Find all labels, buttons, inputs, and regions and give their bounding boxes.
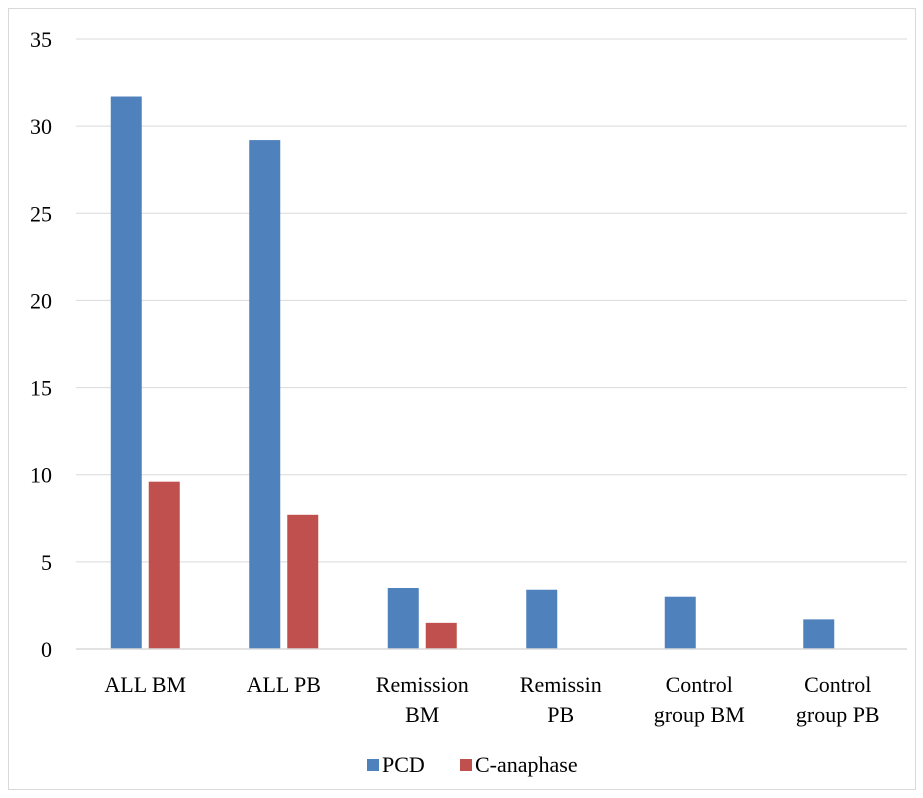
x-category-label-line: Remissin [520, 672, 602, 697]
bar-c-anaphase [425, 622, 457, 649]
x-category-label-line: group BM [654, 702, 745, 727]
legend-swatch [367, 759, 379, 771]
x-category-label-line: ALL BM [104, 672, 186, 697]
y-axis-tick-labels: 0 5 10 15 20 25 30 35 [30, 27, 52, 662]
bar-c-anaphase [287, 514, 319, 649]
x-category-label-line: Control [804, 672, 871, 697]
legend-label: PCD [382, 752, 425, 777]
y-tick-label: 10 [30, 463, 52, 488]
x-category-label: Remissin PB [520, 672, 602, 727]
bar-pcd [803, 619, 835, 649]
legend: PCD C-anaphase [367, 752, 578, 777]
bars [110, 96, 835, 650]
gridlines [76, 38, 907, 563]
x-axis-category-labels: ALL BM ALL PB Remission BM Remissin PB Control… [104, 672, 879, 727]
legend-swatch [460, 759, 472, 771]
x-category-label: Control group BM [654, 672, 745, 727]
x-category-label-line: ALL PB [247, 672, 321, 697]
y-tick-label: 5 [41, 550, 52, 575]
x-category-label-line: group PB [796, 702, 880, 727]
y-tick-label: 0 [41, 637, 52, 662]
x-category-label: ALL PB [247, 672, 321, 697]
chart-frame [8, 8, 916, 790]
x-category-label: Remission BM [376, 672, 469, 727]
x-category-label-line: Remission [376, 672, 469, 697]
y-tick-label: 15 [30, 376, 52, 401]
y-tick-label: 20 [30, 288, 52, 313]
bar-pcd [387, 588, 419, 649]
bar-pcd [526, 589, 558, 649]
x-category-label-line: Control [666, 672, 733, 697]
legend-label: C-anaphase [475, 752, 578, 777]
bar-c-anaphase [148, 481, 180, 649]
x-category-label-line: BM [405, 702, 439, 727]
y-tick-label: 25 [30, 201, 52, 226]
bar-pcd [110, 96, 142, 649]
bar-pcd [664, 596, 696, 649]
bar-pcd [249, 140, 281, 650]
y-tick-label: 30 [30, 114, 52, 139]
x-category-label-line: PB [547, 702, 574, 727]
x-category-label: ALL BM [104, 672, 186, 697]
x-category-label: Control group PB [796, 672, 880, 727]
y-tick-label: 35 [30, 27, 52, 52]
